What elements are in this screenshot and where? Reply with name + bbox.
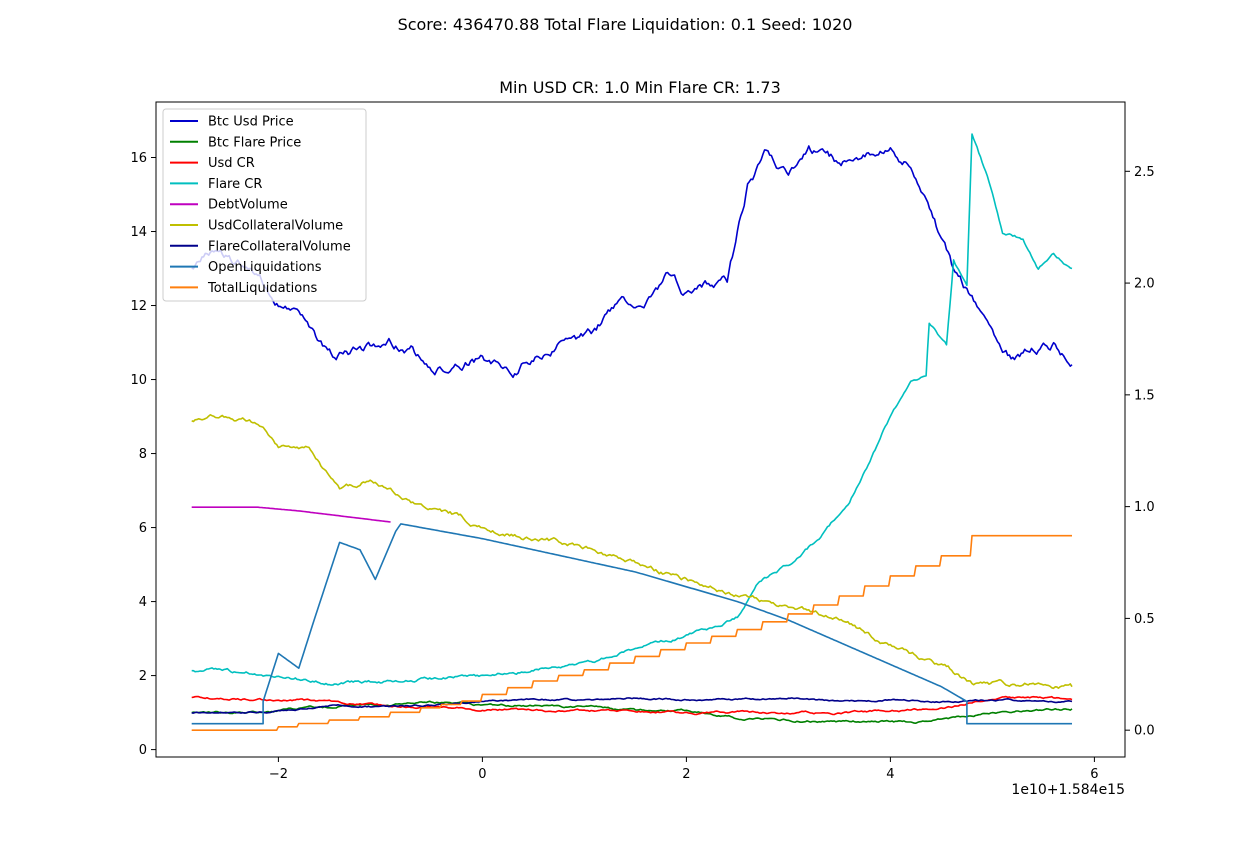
legend-label: OpenLiquidations — [208, 260, 322, 275]
legend-label: Btc Usd Price — [208, 115, 294, 130]
y-right-tick-label: 0.5 — [1134, 612, 1155, 627]
y-right-tick-label: 0.0 — [1134, 724, 1155, 739]
x-offset-label: 1e10+1.584e15 — [1011, 782, 1125, 798]
series-line-flare-cr — [191, 133, 1073, 686]
legend: Btc Usd Price Btc Flare Price Usd CR Flare … — [162, 108, 367, 302]
y-left-tick-label: 2 — [139, 669, 147, 684]
series-line-openliquidations — [191, 523, 1072, 725]
x-tick-label: 0 — [478, 767, 486, 782]
chart-title: Min USD CR: 1.0 Min Flare CR: 1.73 — [499, 78, 781, 97]
y-right-tick-label: 1.0 — [1134, 500, 1155, 515]
y-left-tick-label: 8 — [139, 447, 147, 462]
x-tick-label: −2 — [269, 767, 288, 782]
series-line-debtvolume — [191, 506, 391, 523]
legend-label: Flare CR — [208, 177, 262, 192]
x-tick-label: 2 — [682, 767, 690, 782]
y-left-tick-label: 14 — [130, 225, 147, 240]
x-tick-label: 6 — [1090, 767, 1098, 782]
y-right-tick-label: 2.5 — [1134, 165, 1155, 180]
legend-label: FlareCollateralVolume — [208, 239, 351, 254]
series-line-flarecollateralvolume — [191, 697, 1073, 714]
y-left-tick-label: 4 — [139, 595, 147, 610]
legend-label: TotalLiquidations — [207, 281, 317, 296]
series-line-usdcollateralvolume — [191, 414, 1073, 690]
y-right-tick-label: 1.5 — [1134, 388, 1155, 403]
legend-label: DebtVolume — [208, 198, 288, 213]
legend-label: Btc Flare Price — [208, 135, 301, 150]
y-left-tick-label: 12 — [130, 299, 147, 314]
series-line-btc-flare-price — [191, 700, 1073, 724]
y-left-tick-label: 0 — [139, 743, 147, 758]
legend-label: UsdCollateralVolume — [208, 219, 343, 234]
y-right-tick-label: 2.0 — [1134, 277, 1155, 292]
x-axis: −2 0 2 4 6 — [269, 757, 1099, 782]
y-axis-right: 0.0 0.5 1.0 1.5 2.0 2.5 — [1125, 165, 1155, 739]
plot-area — [191, 133, 1073, 731]
series-line-usd-cr — [191, 695, 1073, 716]
y-axis-left: 0 2 4 6 8 10 12 14 16 — [130, 151, 156, 758]
y-left-tick-label: 10 — [130, 373, 147, 388]
y-left-tick-label: 16 — [130, 151, 147, 166]
series-line-btc-usd-price — [191, 145, 1073, 379]
y-left-tick-label: 6 — [139, 521, 147, 536]
series-line-totalliquidations — [191, 534, 1072, 731]
figure-suptitle: Score: 436470.88 Total Flare Liquidation… — [398, 15, 853, 34]
axes-frame — [155, 101, 1126, 758]
legend-label: Usd CR — [208, 156, 255, 171]
x-tick-label: 4 — [886, 767, 894, 782]
